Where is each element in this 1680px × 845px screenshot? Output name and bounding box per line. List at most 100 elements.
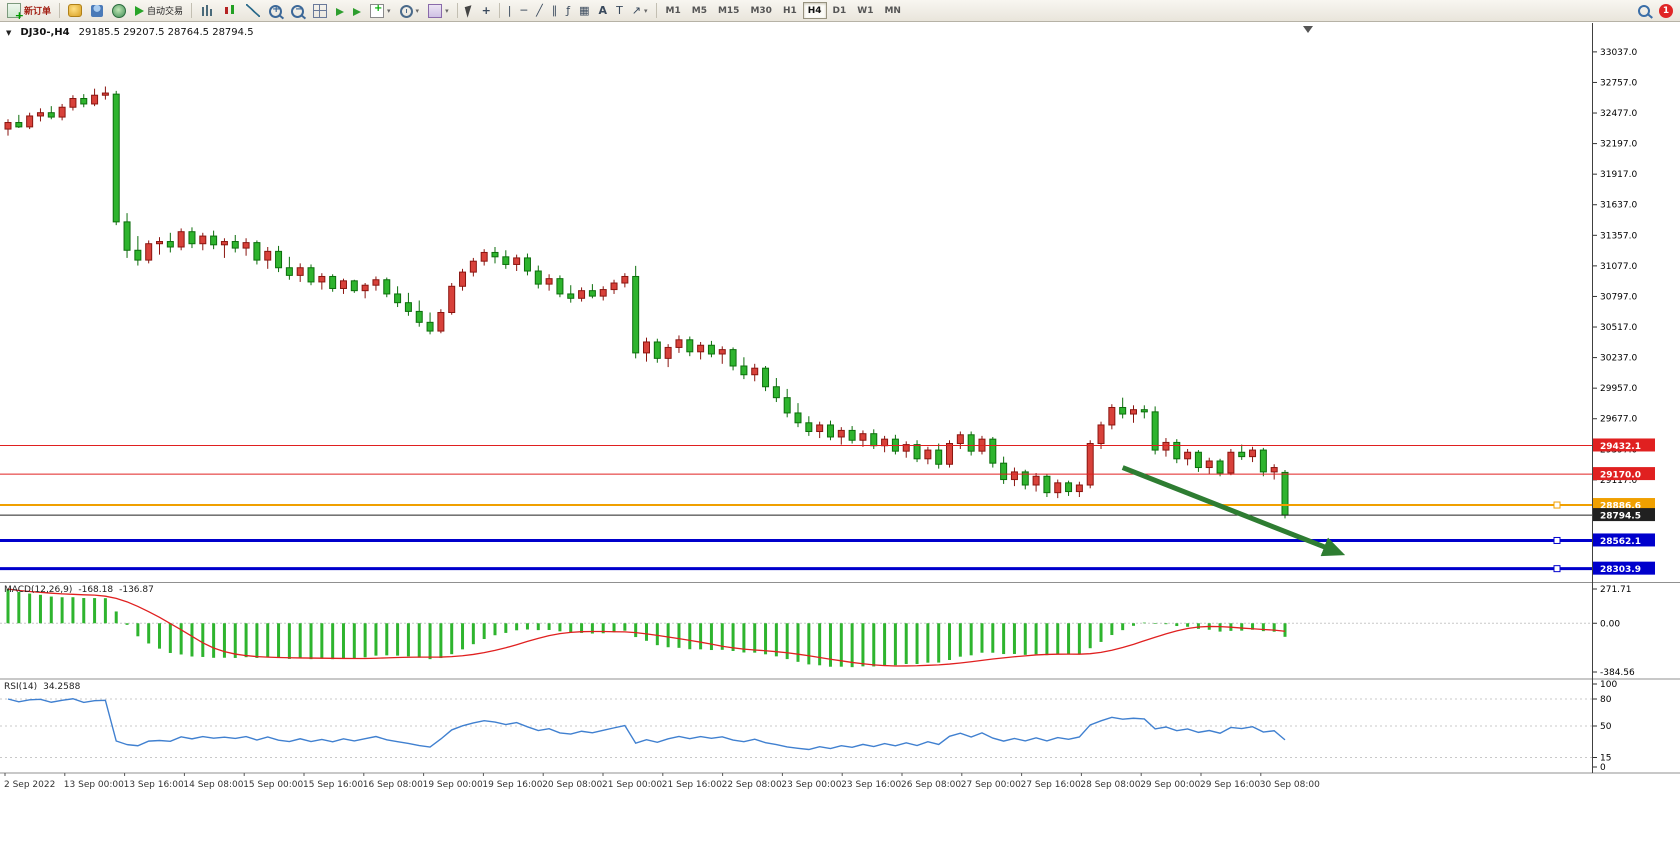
channel-icon: ∥ xyxy=(551,4,558,17)
svg-text:28794.5: 28794.5 xyxy=(1600,512,1641,522)
new-order-label: 新订单 xyxy=(24,7,52,17)
tile-windows-icon xyxy=(313,3,328,18)
timeframe-m1-button[interactable]: M1 xyxy=(661,2,686,19)
svg-text:2 Sep 2022: 2 Sep 2022 xyxy=(4,780,55,790)
toolbar-separator xyxy=(655,3,657,18)
svg-text:26 Sep 08:00: 26 Sep 08:00 xyxy=(901,780,961,790)
chart-shift-marker xyxy=(1303,26,1313,33)
svg-text:15 Sep 00:00: 15 Sep 00:00 xyxy=(243,780,303,790)
refresh-button[interactable] xyxy=(108,1,130,20)
svg-text:29117.0: 29117.0 xyxy=(1600,476,1637,486)
fibonacci-button[interactable]: ƒ xyxy=(562,1,574,20)
tile-windows-button[interactable] xyxy=(309,1,331,20)
svg-text:32197.0: 32197.0 xyxy=(1600,140,1637,150)
zoom-in-button[interactable] xyxy=(265,1,286,20)
svg-text:29677.0: 29677.0 xyxy=(1600,415,1637,425)
bar-chart-button[interactable] xyxy=(196,1,218,20)
toolbar: 新订单 自动交易 ▾ ▾ ▾ + | ─ ╱ ∥ ƒ ▦ A T ↗▾ xyxy=(0,0,1680,22)
svg-text:15 Sep 16:00: 15 Sep 16:00 xyxy=(303,780,363,790)
timeframe-m30-button[interactable]: M30 xyxy=(745,2,776,19)
toolbar-separator xyxy=(498,3,500,18)
hammer-icon xyxy=(68,4,83,17)
svg-text:21 Sep 00:00: 21 Sep 00:00 xyxy=(602,780,662,790)
svg-text:30797.0: 30797.0 xyxy=(1600,292,1637,302)
auto-scroll-button[interactable] xyxy=(332,1,348,20)
toolbar-separator xyxy=(191,3,193,18)
price-axis-label xyxy=(1593,508,1655,522)
timeframe-m15-button[interactable]: M15 xyxy=(713,2,744,19)
horizontal-line-icon: ─ xyxy=(520,4,528,17)
svg-text:19 Sep 00:00: 19 Sep 00:00 xyxy=(423,780,483,790)
search-button[interactable] xyxy=(1634,1,1654,20)
new-order-icon xyxy=(7,3,24,22)
symbol-period: DJ30-,H4 xyxy=(20,27,70,38)
candlestick-icon xyxy=(223,4,238,17)
chevron-down-icon: ▾ xyxy=(445,6,449,15)
text-button[interactable]: A xyxy=(595,1,612,20)
profile-button[interactable] xyxy=(87,1,107,20)
timeframe-w1-button[interactable]: W1 xyxy=(852,2,878,19)
svg-text:28303.9: 28303.9 xyxy=(1600,565,1641,575)
templates-button[interactable]: ▾ xyxy=(424,1,453,20)
svg-text:33037.0: 33037.0 xyxy=(1600,48,1637,58)
rsi-line xyxy=(7,698,1286,751)
text-label-button[interactable]: T xyxy=(612,1,627,20)
periods-button[interactable]: ▾ xyxy=(396,1,424,20)
svg-text:20 Sep 08:00: 20 Sep 08:00 xyxy=(542,780,602,790)
chart-shift-icon xyxy=(353,8,362,16)
indicators-button[interactable]: ▾ xyxy=(366,1,395,20)
macd-histogram xyxy=(6,588,1287,668)
vertical-line-icon: | xyxy=(507,4,512,17)
shapes-icon: ▦ xyxy=(579,4,590,17)
svg-text:80: 80 xyxy=(1600,695,1612,705)
text-icon: A xyxy=(598,4,608,17)
new-order-button[interactable]: 新订单 xyxy=(3,1,55,22)
arrows-button[interactable]: ↗ ▾ xyxy=(628,1,652,20)
auto-scroll-icon xyxy=(336,8,345,16)
svg-text:28886.6: 28886.6 xyxy=(1600,502,1641,512)
clock-icon xyxy=(399,4,413,18)
macd-signal-value: -136.87 xyxy=(119,585,154,595)
shapes-button[interactable]: ▦ xyxy=(575,1,593,20)
timeframe-d1-button[interactable]: D1 xyxy=(828,2,852,19)
svg-text:22 Sep 08:00: 22 Sep 08:00 xyxy=(722,780,782,790)
zoom-out-icon xyxy=(291,4,305,18)
chevron-down-icon: ▾ xyxy=(415,6,420,15)
timeframe-mn-button[interactable]: MN xyxy=(879,2,906,19)
timeframe-h4-button[interactable]: H4 xyxy=(802,2,827,19)
candles xyxy=(4,86,1289,519)
svg-text:13 Sep 16:00: 13 Sep 16:00 xyxy=(124,780,184,790)
vertical-line-button[interactable]: | xyxy=(504,1,516,20)
horizontal-line-button[interactable]: ─ xyxy=(517,1,532,20)
svg-text:100: 100 xyxy=(1600,680,1617,690)
line-chart-icon xyxy=(246,4,261,17)
toolbar-separator xyxy=(59,3,61,18)
svg-text:23 Sep 00:00: 23 Sep 00:00 xyxy=(781,780,841,790)
line-chart-button[interactable] xyxy=(242,1,264,20)
price-axis-label xyxy=(1593,438,1655,452)
svg-text:31077.0: 31077.0 xyxy=(1600,262,1637,272)
zoom-in-icon xyxy=(269,4,283,18)
svg-text:29170.0: 29170.0 xyxy=(1600,471,1641,481)
svg-text:16 Sep 08:00: 16 Sep 08:00 xyxy=(363,780,423,790)
notification-badge[interactable]: 1 xyxy=(1659,3,1673,18)
channel-button[interactable]: ∥ xyxy=(548,1,562,20)
auto-trading-button[interactable]: 自动交易 xyxy=(131,1,187,20)
chart-shift-button[interactable] xyxy=(349,1,365,20)
svg-text:27 Sep 16:00: 27 Sep 16:00 xyxy=(1021,780,1081,790)
svg-text:28562.1: 28562.1 xyxy=(1600,537,1641,547)
line-handle xyxy=(1553,501,1561,509)
timeframe-m5-button[interactable]: M5 xyxy=(687,2,712,19)
metaeditor-button[interactable] xyxy=(64,1,86,20)
timeframe-h1-button[interactable]: H1 xyxy=(778,2,802,19)
trendline-button[interactable]: ╱ xyxy=(532,1,547,20)
svg-text:31917.0: 31917.0 xyxy=(1600,170,1637,180)
chevron-down-icon: ▾ xyxy=(644,6,648,15)
candlestick-chart-button[interactable] xyxy=(219,1,241,20)
symbol-dropdown-icon[interactable]: ▼ xyxy=(6,28,12,37)
search-icon xyxy=(1638,4,1650,17)
zoom-out-button[interactable] xyxy=(287,1,308,20)
cursor-button[interactable] xyxy=(462,1,477,20)
crosshair-button[interactable]: + xyxy=(478,1,495,20)
